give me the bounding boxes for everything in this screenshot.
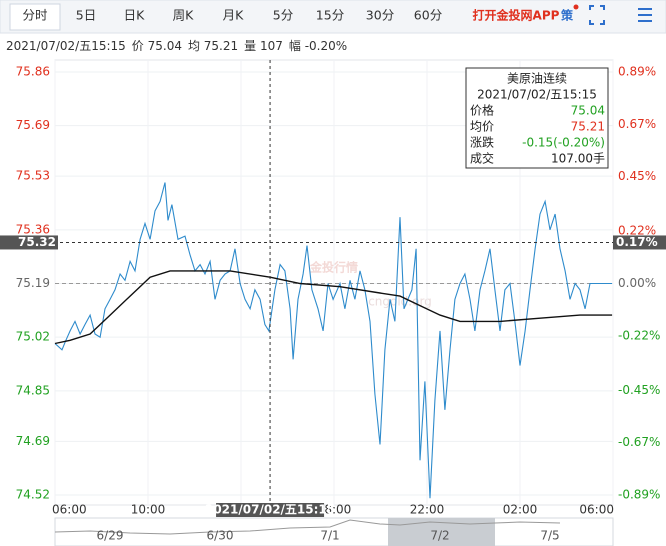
x-tick-label: 22:00: [410, 503, 445, 517]
tab-selected-bg: [9, 3, 61, 31]
x-tick-label: 10:00: [131, 503, 166, 517]
y2-tick-label: -0.67%: [618, 435, 660, 449]
tab[interactable]: 日K: [124, 8, 146, 23]
y2-tick-label: -0.89%: [618, 488, 660, 502]
tab[interactable]: 30分: [366, 8, 394, 23]
crosshair-y2-box: [613, 235, 666, 250]
menu-icon[interactable]: [638, 8, 652, 22]
fullscreen-icon[interactable]: [589, 5, 605, 25]
tooltip-value: 75.04: [571, 104, 605, 118]
tooltip-box: [465, 67, 609, 169]
y2-tick-label: 0.22%: [618, 224, 656, 238]
watermark-url: cngold.org: [368, 295, 432, 309]
info-item: 幅 -0.20%: [289, 38, 347, 53]
tooltip-value: 107.00手: [551, 152, 605, 166]
info-bar: 2021/07/02/五15:15 价 75.04 均 75.21 量 107 幅 -0…: [6, 38, 347, 53]
navigator-label: 6/30: [207, 529, 234, 543]
crosshair-x-label: 2021/07/02/五15:15: [205, 503, 335, 517]
y-tick-label: 75.19: [16, 276, 50, 290]
y2-tick-label: -0.22%: [618, 328, 660, 342]
navigator-label: 6/29: [97, 529, 124, 543]
tabs: 分时 5日 日K 周K 月K 5分 15分 30分 60分: [22, 8, 442, 23]
tooltip-value: -0.15(-0.20%): [522, 136, 605, 150]
tab[interactable]: 15分: [316, 8, 344, 23]
navigator-label: 7/2: [430, 529, 449, 543]
x-tick-label: 18:00: [317, 503, 352, 517]
x-tick-label: 06:00: [52, 503, 87, 517]
y2-tick-label: 0.00%: [618, 276, 656, 290]
navigator-label: 7/1: [320, 529, 339, 543]
strategy-button[interactable]: 策: [561, 8, 574, 23]
tab-bar: [0, 0, 666, 34]
plot: 75.86 75.69 75.53 75.36 75.19 75.02 74.85 74.69…: [0, 60, 666, 517]
tooltip-key: 涨跌: [470, 135, 494, 150]
crosshair-y2-label: 0.17%: [616, 235, 658, 249]
y2-tick-label: 0.67%: [618, 117, 656, 131]
tab[interactable]: 月K: [223, 8, 245, 23]
y-tick-label: 75.36: [16, 222, 50, 236]
y2-tick-label: -0.45%: [618, 383, 660, 397]
navigator-labels: 6/29 6/30 7/1 7/2 7/5: [97, 529, 560, 543]
y-tick-label: 75.53: [16, 169, 50, 183]
navigator-line: [54, 519, 561, 535]
tab[interactable]: 周K: [173, 8, 195, 23]
price-line: [54, 182, 613, 499]
y2-tick-label: 0.45%: [618, 169, 656, 183]
crosshair-y-label: 75.32: [18, 235, 56, 249]
tab[interactable]: 60分: [414, 8, 442, 23]
y-tick-label: 74.69: [16, 434, 50, 448]
info-item: 2021/07/02/五15:15: [6, 39, 126, 53]
price-line: [54, 270, 613, 345]
y-tick-label: 74.52: [16, 488, 50, 502]
tooltip-value: 75.21: [571, 120, 605, 134]
tab[interactable]: 5日: [76, 8, 96, 23]
crosshair-y-box: [0, 235, 58, 250]
app-link[interactable]: 打开金投网APP: [473, 8, 560, 23]
tooltip-key: 均价: [470, 120, 494, 134]
tooltip-key: 成交: [470, 151, 494, 166]
tooltip-title: 美原油连续: [507, 71, 567, 86]
navigator-label: 7/5: [540, 529, 559, 543]
y-tick-label: 75.86: [16, 65, 50, 79]
tooltip-time: 2021/07/02/五15:15: [477, 88, 597, 102]
y2-tick-label: 0.89%: [618, 65, 656, 79]
crosshair-x-box: [216, 503, 325, 517]
info-item: 价 75.04: [132, 39, 182, 53]
badge-dot: [573, 4, 579, 10]
y-tick-label: 75.69: [16, 118, 50, 132]
y-tick-label: 75.02: [16, 330, 50, 344]
tab[interactable]: 5分: [273, 8, 293, 23]
x-tick-label: 06:00: [579, 503, 614, 517]
x-tick-label: 02:00: [503, 503, 538, 517]
tooltip-key: 价格: [470, 103, 494, 118]
y-tick-label: 74.85: [16, 383, 50, 397]
tab[interactable]: 分时: [22, 8, 48, 23]
info-item: 量 107: [244, 39, 283, 53]
info-item: 均 75.21: [188, 39, 238, 53]
